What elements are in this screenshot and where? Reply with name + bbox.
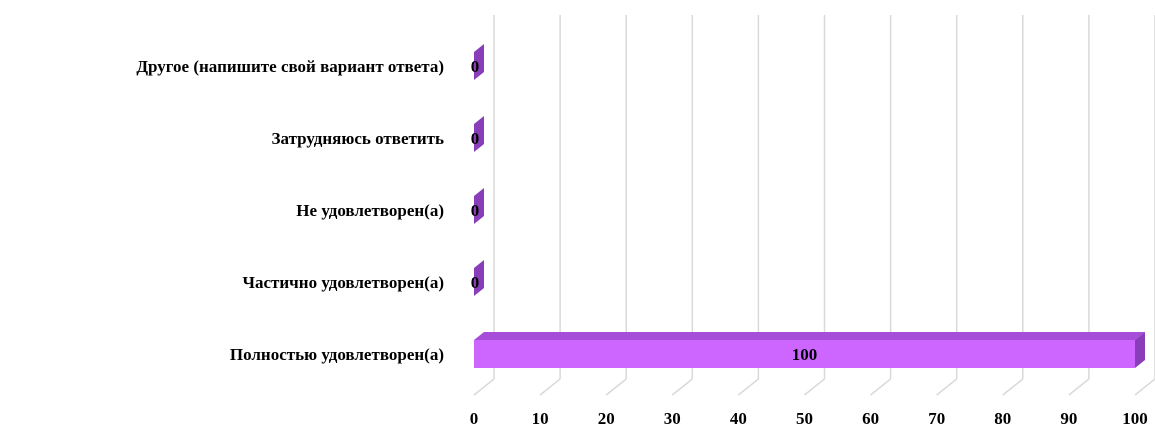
bar-side <box>474 44 484 80</box>
gridline-floor <box>1134 378 1155 396</box>
bar-side <box>1135 332 1145 368</box>
bar <box>474 116 484 152</box>
gridline-floor <box>539 378 561 396</box>
gridlines <box>473 15 1155 396</box>
x-tick-label: 60 <box>862 409 879 428</box>
x-tick-label: 100 <box>1122 409 1148 428</box>
bar <box>474 260 484 296</box>
data-label: 0 <box>471 273 480 292</box>
bar-side <box>474 116 484 152</box>
gridline-floor <box>605 378 627 396</box>
data-label: 0 <box>471 201 480 220</box>
category-labels: Другое (напишите свой вариант ответа) Зат… <box>136 57 444 364</box>
bar-top <box>474 332 1145 340</box>
gridline-floor <box>804 378 825 396</box>
x-axis-ticks: 0 10 20 30 40 50 60 70 80 90 100 <box>470 409 1148 428</box>
gridline-floor <box>936 378 958 396</box>
x-tick-label: 50 <box>796 409 813 428</box>
gridline-floor <box>1002 378 1024 396</box>
bar-side <box>474 188 484 224</box>
x-tick-label: 70 <box>928 409 945 428</box>
x-tick-label: 20 <box>598 409 615 428</box>
bar-front <box>474 340 1135 368</box>
category-label: Полностью удовлетворен(а) <box>230 345 444 364</box>
x-tick-label: 30 <box>664 409 681 428</box>
x-tick-label: 10 <box>532 409 549 428</box>
bars <box>474 44 1145 368</box>
data-label: 0 <box>471 57 480 76</box>
x-tick-label: 80 <box>994 409 1011 428</box>
category-label: Затрудняюсь ответить <box>272 129 444 148</box>
data-label: 0 <box>471 129 480 148</box>
bar <box>474 188 484 224</box>
x-tick-label: 0 <box>470 409 479 428</box>
bar <box>474 44 484 80</box>
data-labels: 0 0 0 0 100 <box>471 57 818 364</box>
x-tick-label: 40 <box>730 409 747 428</box>
gridline-floor <box>473 378 495 396</box>
gridline-floor <box>1068 378 1090 396</box>
x-tick-label: 90 <box>1060 409 1077 428</box>
bar-side <box>474 260 484 296</box>
data-label: 100 <box>792 345 818 364</box>
gridline-floor <box>737 378 759 396</box>
category-label: Другое (напишите свой вариант ответа) <box>136 57 444 76</box>
gridline-floor <box>870 378 892 396</box>
category-label: Частично удовлетворен(а) <box>243 273 444 292</box>
gridline-floor <box>671 378 693 396</box>
category-label: Не удовлетворен(а) <box>296 201 444 220</box>
bar <box>474 332 1145 368</box>
